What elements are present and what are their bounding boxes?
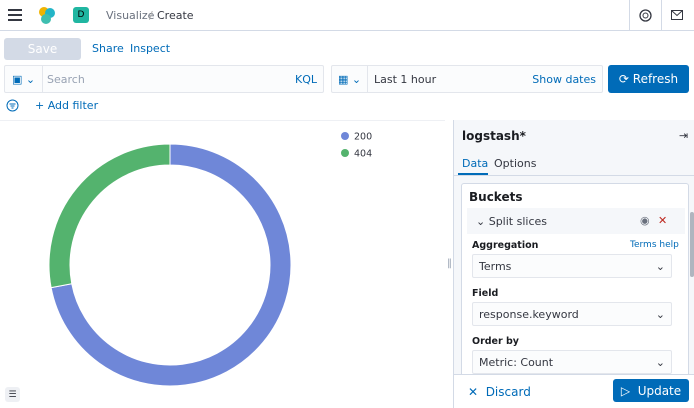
slice <box>48 143 171 289</box>
index-title: logstash* <box>462 129 526 143</box>
quick-menu[interactable]: ▦ ⌄ <box>332 66 368 92</box>
legend-swatch <box>341 149 349 157</box>
field-value: response.keyword <box>479 307 579 321</box>
tab[interactable]: Data <box>462 157 489 170</box>
slice <box>50 143 292 387</box>
legend-swatch <box>341 132 349 140</box>
legend-label: 404 <box>354 149 372 160</box>
legend-toggle[interactable]: ☰ <box>5 387 20 402</box>
agg-title[interactable]: ⌄ Split slices <box>476 215 547 228</box>
legend-label: 200 <box>354 132 372 143</box>
update-button[interactable]: ▷ Update <box>613 379 689 402</box>
agg-title-text: Split slices <box>488 215 547 228</box>
refresh-label: Refresh <box>632 72 679 86</box>
breadcrumb: Create <box>157 9 194 22</box>
language-switch[interactable]: KQL <box>295 72 317 86</box>
field-label: Aggregation <box>472 240 539 251</box>
field-value: Metric: Count <box>479 355 554 369</box>
search-input[interactable]: Search <box>47 72 85 86</box>
field-select[interactable]: Terms ⌄ <box>472 254 672 278</box>
share-link[interactable]: Share <box>92 42 124 55</box>
saved-query-icon[interactable]: ▣ ⌄ <box>5 66 43 92</box>
show-dates[interactable]: Show dates <box>532 72 596 86</box>
separator: / <box>149 9 153 22</box>
add-filter[interactable]: + Add filter <box>35 99 99 112</box>
save-button[interactable]: Save <box>4 38 81 60</box>
query-bar: ▣ ⌄ Search KQL <box>4 65 324 93</box>
buckets-panel: Buckets ⌄ Split slices ◉ ✕ Aggregation Te… <box>461 183 689 383</box>
header: D Visualize / Create <box>0 0 694 31</box>
resize-handle[interactable]: ‖ <box>447 258 452 269</box>
help-link[interactable]: Terms help <box>630 240 679 250</box>
sidebar: logstash* ⇥ Data Options Buckets ⌄ Split… <box>453 120 694 408</box>
inspect-link[interactable]: Inspect <box>130 42 171 55</box>
chart-area <box>0 120 445 408</box>
field-select[interactable]: response.keyword ⌄ <box>472 302 672 326</box>
help-icon[interactable] <box>639 9 652 22</box>
logo[interactable] <box>38 6 56 24</box>
discard-label: Discard <box>485 385 531 399</box>
breadcrumb[interactable]: Visualize <box>106 9 155 22</box>
discard-button[interactable]: ✕ Discard <box>468 385 531 399</box>
mail-icon[interactable] <box>671 10 683 20</box>
field-value: Terms <box>479 259 512 273</box>
time-range[interactable]: Last 1 hour <box>374 72 437 86</box>
menu-icon[interactable] <box>8 9 22 21</box>
scrollbar[interactable] <box>690 212 694 277</box>
tab[interactable]: Options <box>494 157 537 170</box>
field-label: Order by <box>472 336 519 347</box>
remove-icon[interactable]: ✕ <box>658 214 668 227</box>
update-label: Update <box>637 383 682 398</box>
chart: 200 404 <box>48 132 372 387</box>
collapse-icon[interactable]: ⇥ <box>679 129 689 142</box>
time-picker: ▦ ⌄ Last 1 hour Show dates <box>331 65 603 93</box>
space-avatar[interactable]: D <box>73 7 89 23</box>
field-select[interactable]: Metric: Count ⌄ <box>472 350 672 374</box>
refresh-button[interactable]: ⟳ Refresh <box>608 65 689 93</box>
section-title: Buckets <box>469 190 523 204</box>
toggle-icon[interactable]: ◉ <box>640 214 650 227</box>
field-label: Field <box>472 288 499 299</box>
filter-icon[interactable] <box>6 99 19 112</box>
